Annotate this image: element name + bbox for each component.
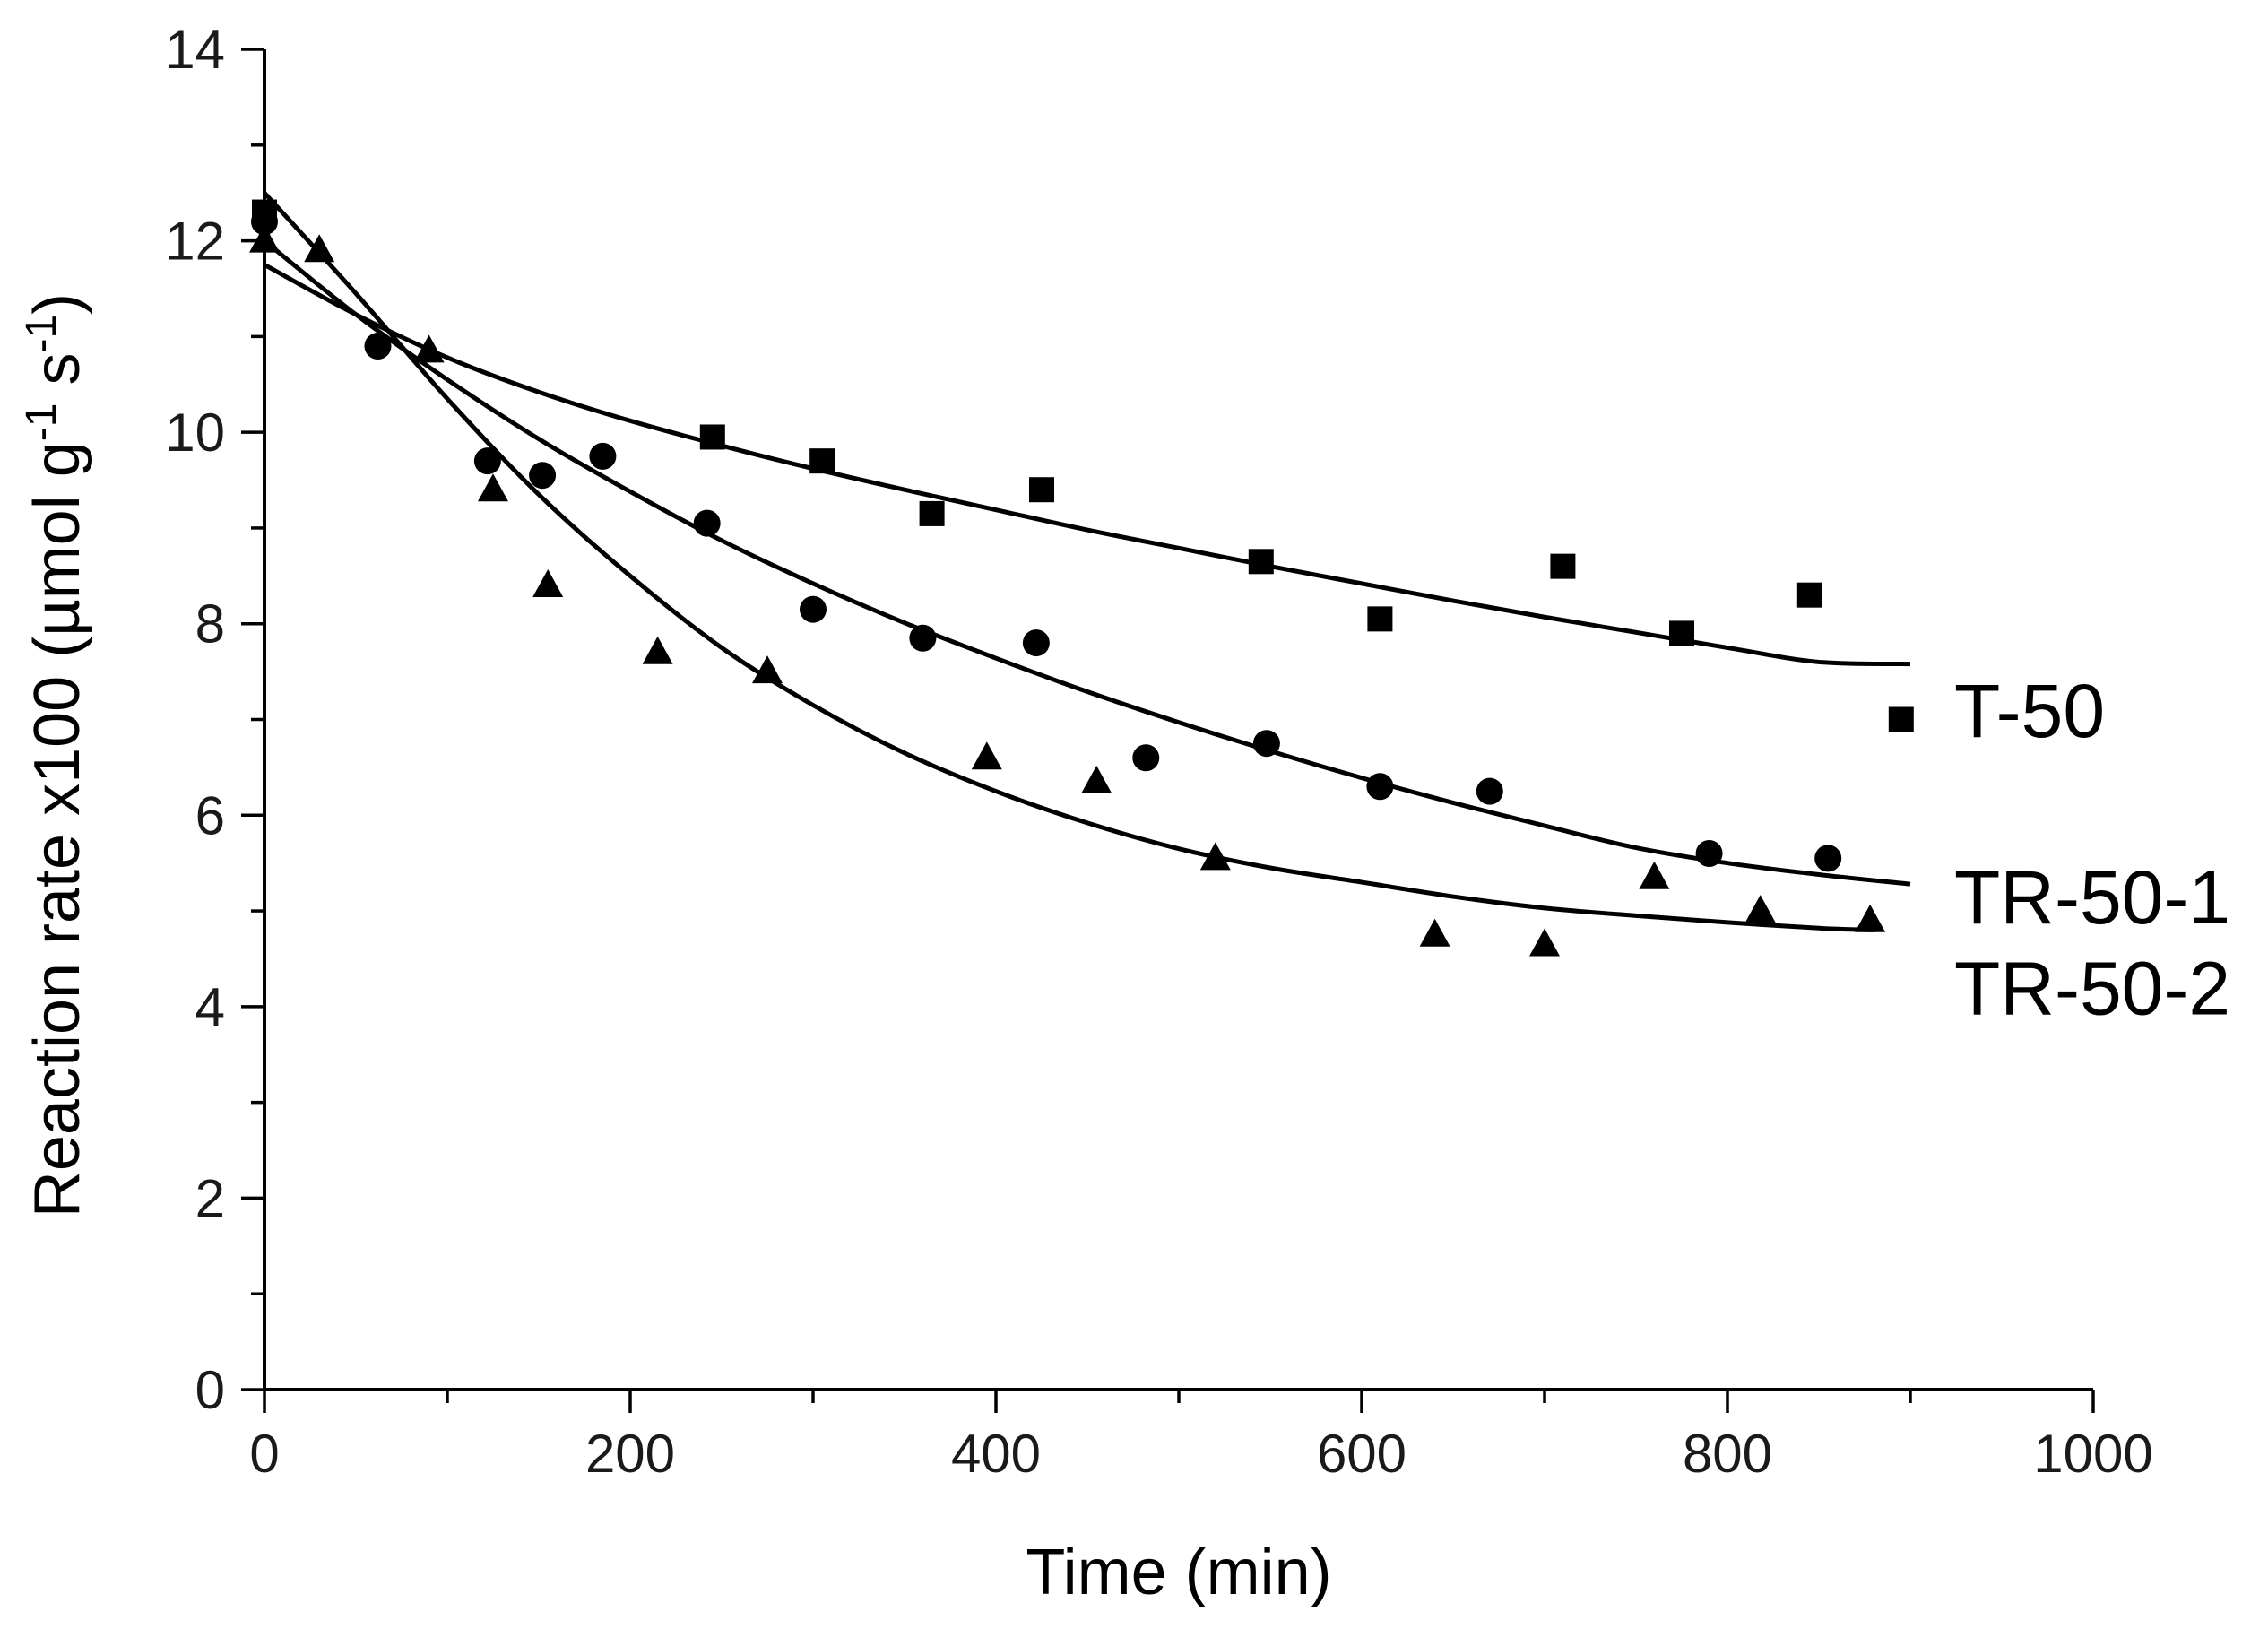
point-tr-50-1 xyxy=(800,595,827,623)
series-label-tr-50-1: TR-50-1 xyxy=(1954,855,2230,940)
point-tr-50-2 xyxy=(1744,895,1776,923)
y-tick-label: 10 xyxy=(165,403,225,463)
axes xyxy=(263,49,2093,1391)
point-t-50 xyxy=(1796,582,1822,608)
point-tr-50-2 xyxy=(642,636,673,664)
point-tr-50-2 xyxy=(1081,765,1112,793)
point-tr-50-2 xyxy=(304,234,335,263)
point-tr-50-1 xyxy=(473,447,501,475)
point-tr-50-1 xyxy=(909,624,937,652)
data-points xyxy=(249,199,1914,957)
point-tr-50-2 xyxy=(1639,861,1670,889)
fit-line-t-50 xyxy=(263,263,1911,667)
point-tr-50-1 xyxy=(1132,744,1160,772)
y-axis-title-exp2: -1 xyxy=(18,315,65,353)
x-tick-label: 1000 xyxy=(2033,1424,2152,1484)
point-t-50 xyxy=(1248,549,1274,575)
point-t-50 xyxy=(1888,706,1914,732)
point-t-50 xyxy=(1029,477,1054,503)
x-tick-label: 400 xyxy=(951,1424,1041,1484)
y-tick-label: 14 xyxy=(165,20,225,80)
point-tr-50-1 xyxy=(251,208,278,236)
series-label-t-50: T-50 xyxy=(1954,669,2105,753)
point-tr-50-2 xyxy=(1529,928,1560,957)
x-tick-label: 0 xyxy=(249,1424,279,1484)
y-axis-title-mid: s xyxy=(22,353,93,403)
point-t-50 xyxy=(699,424,725,450)
point-tr-50-1 xyxy=(589,442,617,470)
x-tick-label: 200 xyxy=(585,1424,675,1484)
y-tick-label: 0 xyxy=(195,1360,225,1420)
point-tr-50-1 xyxy=(693,509,721,537)
point-t-50 xyxy=(1550,553,1576,579)
y-tick-label: 2 xyxy=(195,1168,225,1228)
ticks: 0 200 400 600 800 1000 0 2 4 6 8 10 12 14 xyxy=(165,20,2152,1484)
fit-lines xyxy=(263,191,1911,932)
x-tick-label: 800 xyxy=(1683,1424,1772,1484)
y-axis-title-end: ) xyxy=(22,293,93,315)
point-tr-50-2 xyxy=(478,473,508,502)
point-tr-50-2 xyxy=(249,224,280,253)
point-t-50 xyxy=(1669,620,1694,646)
x-axis-title: Time (min) xyxy=(1026,1537,1331,1608)
series-label-tr-50-2: TR-50-2 xyxy=(1954,947,2230,1031)
point-tr-50-2 xyxy=(413,334,445,363)
y-tick-label: 6 xyxy=(195,785,225,845)
point-tr-50-1 xyxy=(1252,730,1280,758)
point-tr-50-2 xyxy=(1199,842,1231,871)
point-tr-50-1 xyxy=(364,333,392,360)
fit-line-tr-50-1 xyxy=(263,238,1911,887)
y-axis-title-main: Reaction rate x100 (µmol g xyxy=(22,441,93,1217)
point-tr-50-1 xyxy=(1814,845,1842,872)
point-tr-50-2 xyxy=(532,569,564,597)
y-tick-label: 8 xyxy=(195,594,225,654)
point-tr-50-2 xyxy=(971,741,1002,770)
series-labels: T-50 TR-50-1TR-50-2 xyxy=(1954,669,2230,1031)
point-tr-50-2 xyxy=(1419,918,1450,947)
point-t-50 xyxy=(809,448,835,474)
x-tick-label: 600 xyxy=(1317,1424,1407,1484)
point-t-50 xyxy=(919,500,945,526)
point-tr-50-2 xyxy=(752,655,783,684)
point-tr-50-1 xyxy=(1366,773,1394,801)
y-axis-title-exp1: -1 xyxy=(18,403,65,442)
y-tick-label: 12 xyxy=(165,212,225,272)
y-axis-title: Reaction rate x100 (µmol g-1 s-1) xyxy=(18,293,94,1217)
point-tr-50-1 xyxy=(1476,777,1503,805)
fit-line-tr-50-2 xyxy=(263,191,1874,932)
y-tick-label: 4 xyxy=(195,977,225,1037)
point-tr-50-1 xyxy=(1695,840,1723,867)
point-tr-50-1 xyxy=(529,462,557,490)
point-tr-50-2 xyxy=(1855,904,1886,932)
point-t-50 xyxy=(1367,606,1393,632)
point-tr-50-1 xyxy=(1022,629,1050,657)
